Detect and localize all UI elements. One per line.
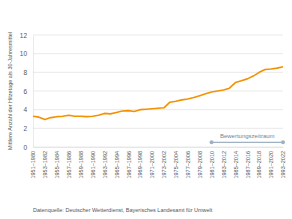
y-tick: 0 (23, 144, 33, 151)
x-tick: 1967–1996 (125, 147, 131, 179)
y-axis: 0 2 4 6 8 10 12 (20, 32, 34, 151)
x-tick: 1981–2010 (209, 147, 215, 179)
x-tick-label: 1991–2020 (268, 151, 274, 179)
x-axis-line (34, 147, 284, 148)
x-tick-label: 1977–2006 (185, 151, 191, 179)
x-tick: 1955–1984 (54, 147, 60, 179)
x-tick-label: 1955–1984 (54, 151, 60, 179)
y-tick: 6 (23, 88, 33, 95)
y-tick-label: 8 (23, 69, 27, 76)
x-tick: 1985–2014 (233, 147, 239, 179)
y-axis-title: Mittlere Anzahl der Hitzetage als 30-Jah… (7, 32, 13, 150)
plot-area (33, 67, 285, 145)
x-tick: 1977–2006 (185, 147, 191, 179)
y-tick: 2 (23, 125, 33, 132)
x-tick-label: 1967–1996 (125, 151, 131, 179)
x-tick-label: 1987–2016 (245, 151, 251, 179)
series-labels: Bewertungszeitraum (220, 133, 275, 139)
x-tick-label: 1961–1990 (90, 151, 96, 179)
grid-line (33, 35, 283, 36)
x-tick-label: 1993–2022 (280, 151, 286, 179)
x-tick-label: 1983–2012 (221, 151, 227, 179)
x-tick: 1983–2012 (221, 147, 227, 179)
x-tick-label: 1985–2014 (233, 151, 239, 179)
y-tick: 10 (20, 50, 33, 57)
x-tick: 1961–1990 (90, 147, 96, 179)
y-tick: 4 (23, 106, 33, 113)
series-label: Bewertungszeitraum (220, 133, 275, 139)
x-tick: 1965–1994 (114, 147, 120, 179)
y-tick-label: 12 (20, 32, 28, 39)
x-tick: 1979–2008 (197, 147, 203, 179)
x-tick: 1957–1986 (66, 147, 72, 179)
grid-line (33, 128, 283, 129)
grid (33, 35, 283, 147)
x-tick-label: 1965–1994 (114, 151, 120, 179)
series-marker (281, 140, 285, 144)
y-tick: 8 (23, 69, 33, 76)
grid-line (33, 53, 283, 54)
x-tick-label: 1973–2002 (161, 151, 167, 179)
grid-line (33, 72, 283, 73)
x-tick: 1973–2002 (161, 147, 167, 179)
y-axis-line (33, 36, 34, 148)
x-tick-label: 1951–1980 (30, 151, 36, 179)
x-tick: 1989–2018 (256, 147, 262, 179)
x-tick: 1963–1992 (102, 147, 108, 179)
y-tick-label: 2 (23, 125, 27, 132)
x-tick-label: 1963–1992 (102, 151, 108, 179)
x-tick: 1951–1980 (30, 147, 36, 179)
grid-line (33, 147, 283, 148)
x-tick-label: 1969–1998 (137, 151, 143, 179)
x-tick-label: 1957–1986 (66, 151, 72, 179)
source-note: Datenquelle: Deutscher Wetterdienst, Bay… (33, 207, 213, 213)
x-tick-label: 1989–2018 (256, 151, 262, 179)
x-tick: 1953–1982 (42, 147, 48, 179)
series-line (33, 67, 283, 120)
series-line (212, 142, 283, 143)
x-tick-label: 1975–2004 (173, 151, 179, 179)
x-tick-label: 1971–2000 (149, 151, 155, 179)
chart: 0 2 4 6 8 10 12 1951–1980 1953–1982 1955–1984 1957… (0, 0, 292, 219)
x-tick-label: 1959–1988 (78, 151, 84, 179)
y-tick-label: 4 (23, 106, 27, 113)
y-tick-label: 10 (20, 50, 28, 57)
y-tick-label: 0 (23, 144, 27, 151)
x-tick: 1975–2004 (173, 147, 179, 179)
x-tick: 1969–1998 (137, 147, 143, 179)
x-tick: 1993–2022 (280, 147, 286, 179)
y-tick: 12 (20, 32, 33, 39)
series-marker (210, 140, 214, 144)
x-tick-label: 1953–1982 (42, 151, 48, 179)
x-tick: 1987–2016 (245, 147, 251, 179)
x-axis: 1951–1980 1953–1982 1955–1984 1957–1986 1959… (30, 147, 286, 179)
x-tick-label: 1981–2010 (209, 151, 215, 179)
x-tick: 1959–1988 (78, 147, 84, 179)
x-tick: 1971–2000 (149, 147, 155, 179)
x-tick-label: 1979–2008 (197, 151, 203, 179)
grid-line (33, 91, 283, 92)
y-tick-label: 6 (23, 88, 27, 95)
grid-line (33, 109, 283, 110)
x-tick: 1991–2020 (268, 147, 274, 179)
